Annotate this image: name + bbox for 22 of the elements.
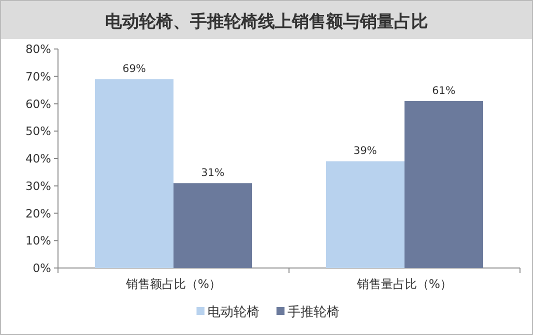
- data-label: 39%: [354, 145, 377, 158]
- legend-label: 手推轮椅: [288, 305, 340, 320]
- bar: [404, 101, 484, 268]
- y-tick-label: 80%: [25, 42, 52, 56]
- y-tick-label: 30%: [25, 178, 52, 193]
- data-label: 31%: [201, 167, 224, 180]
- data-label: 69%: [122, 63, 146, 76]
- y-tick-label: 50%: [25, 124, 52, 138]
- chart-title: 电动轮椅、手推轮椅线上销售额与销量占比: [105, 12, 428, 31]
- bar: [94, 79, 174, 268]
- y-tick-label: 20%: [25, 206, 52, 220]
- bar: [326, 161, 404, 268]
- y-tick-label: 0%: [32, 261, 52, 275]
- y-tick-label: 70%: [25, 69, 52, 84]
- bar: [174, 183, 252, 268]
- y-tick-label: 40%: [25, 152, 52, 166]
- data-label: 61%: [432, 85, 456, 98]
- y-tick-label: 60%: [25, 96, 52, 111]
- x-tick-label: 销售额占比（%）: [124, 277, 222, 291]
- y-tick-label: 10%: [25, 234, 52, 248]
- x-tick-label: 销售量占比（%）: [356, 277, 452, 291]
- legend-label: 电动轮椅: [208, 305, 260, 320]
